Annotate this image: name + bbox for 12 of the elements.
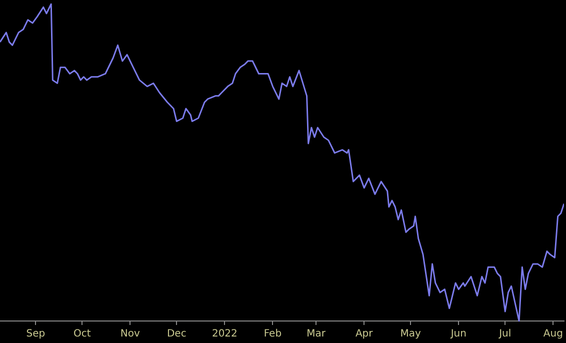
x-tick-label: 2022	[212, 328, 238, 340]
x-tick-label: May	[400, 328, 422, 340]
x-tick-label: Mar	[306, 328, 326, 340]
x-tick-label: Aug	[543, 328, 563, 340]
x-tick-label: Nov	[120, 328, 140, 340]
x-tick-label: Sep	[26, 328, 46, 340]
x-tick-label: Apr	[355, 328, 374, 340]
x-tick-label: Feb	[264, 328, 282, 340]
x-tick-label: Jun	[450, 328, 466, 340]
x-tick-label: Dec	[166, 328, 186, 340]
x-tick-label: Oct	[73, 328, 91, 340]
x-tick-label: Jul	[498, 328, 512, 340]
